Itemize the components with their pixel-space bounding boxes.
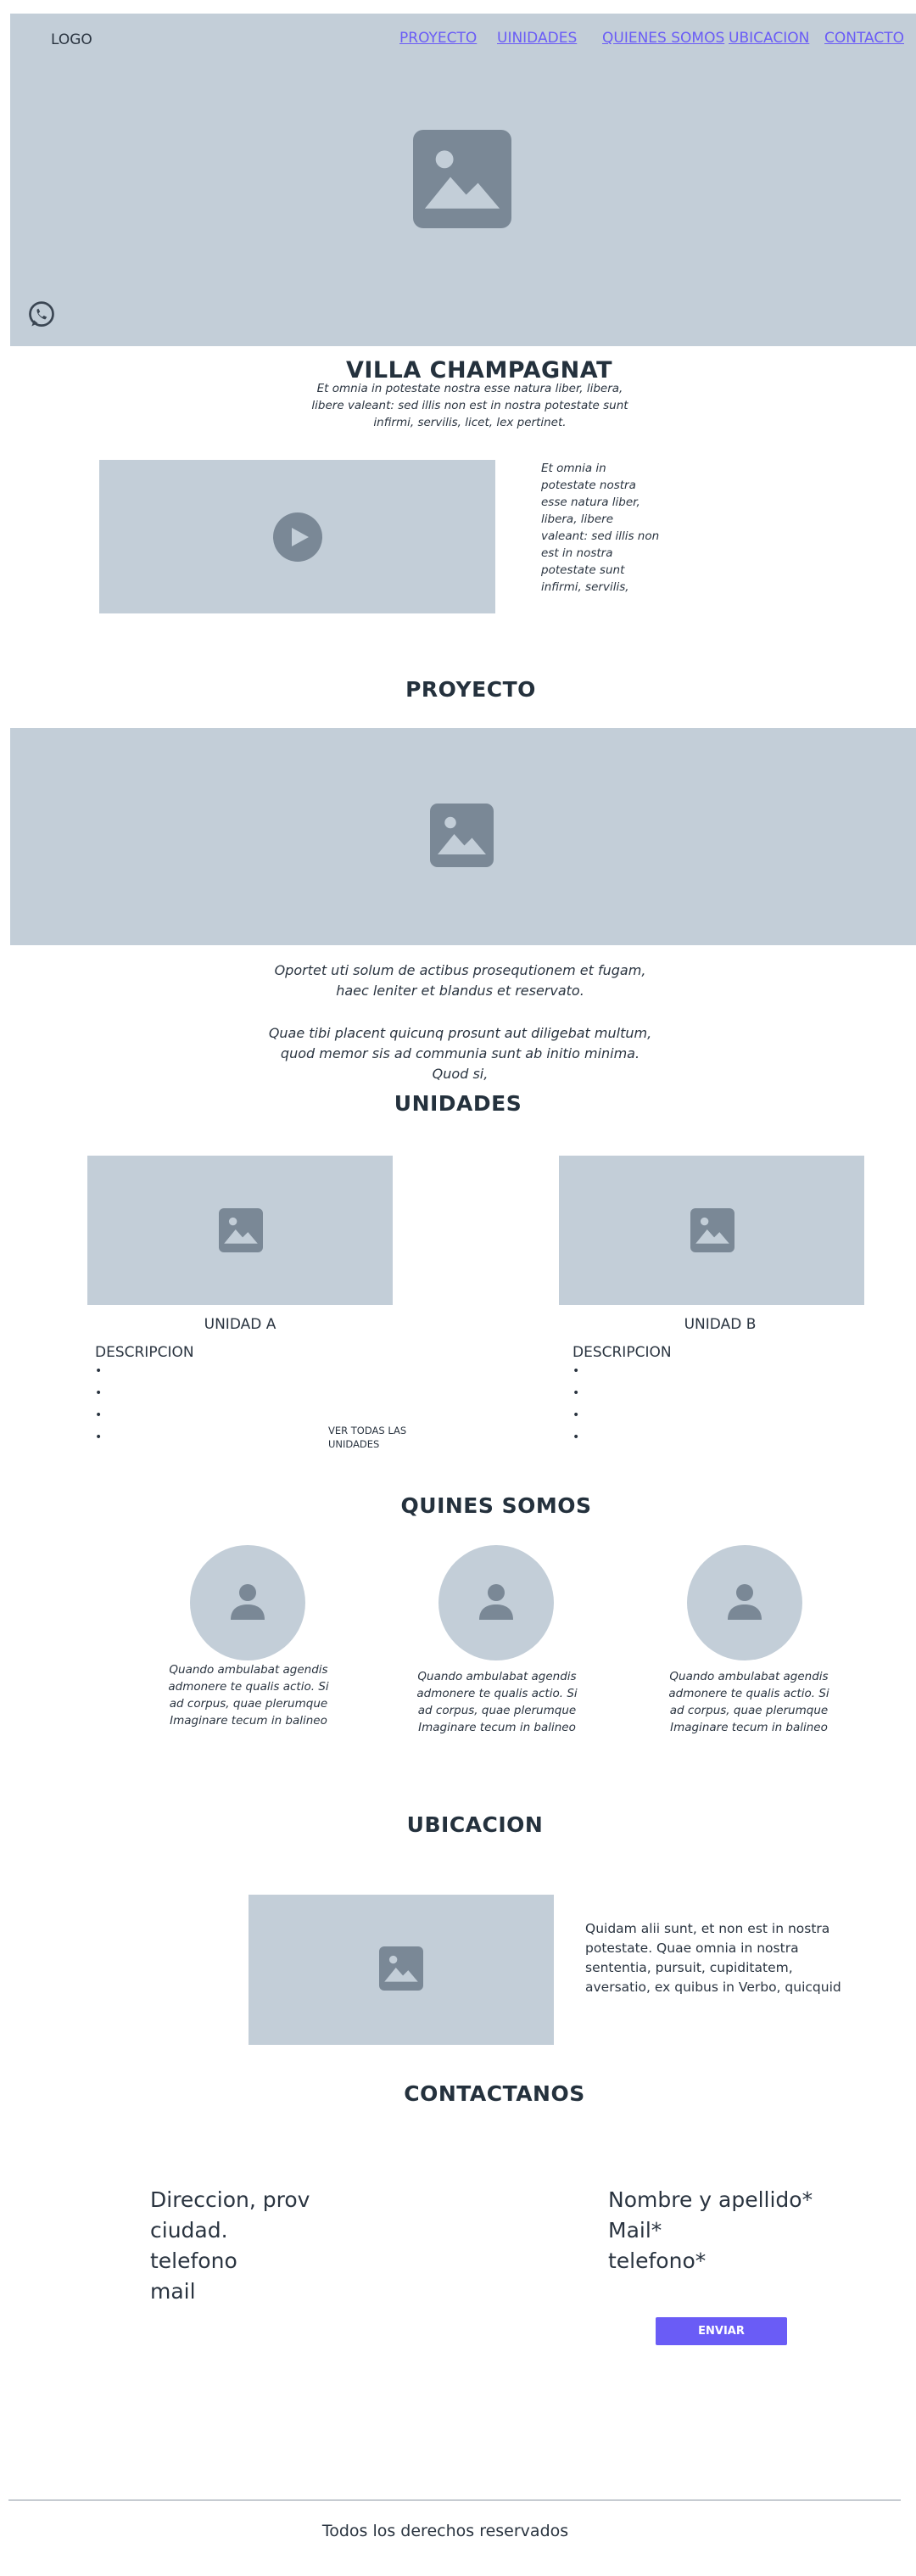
unit-a-description: DESCRIPCION — [95, 1344, 194, 1361]
play-icon[interactable] — [273, 512, 322, 562]
nav-contacto[interactable]: CONTACTO — [824, 30, 904, 47]
user-icon — [724, 1581, 765, 1621]
person-bio: Quando ambulabat agendis admonere te qua… — [668, 1670, 829, 1734]
mail-field[interactable]: Mail* — [608, 2218, 662, 2243]
contact-address: Direccion, prov — [150, 2187, 310, 2212]
person-bio: Quando ambulabat agendis admonere te qua… — [416, 1670, 578, 1734]
person-bio: Quando ambulabat agendis admonere te qua… — [168, 1663, 329, 1728]
list-item — [95, 1404, 102, 1426]
contact-city: ciudad. — [150, 2218, 228, 2243]
submit-button[interactable]: ENVIAR — [656, 2317, 787, 2345]
section-title-ubicacion: UBICACION — [406, 1812, 544, 1837]
image-placeholder-icon — [379, 1946, 423, 1991]
footer-text: Todos los derechos reservados — [321, 2522, 569, 2540]
main-nav: PROYECTO UINIDADES QUIENES SOMOS UBICACI… — [0, 0, 916, 59]
list-item — [572, 1360, 579, 1382]
proyecto-paragraph-1: Oportet uti solum de actibus proseqution… — [274, 962, 646, 999]
contact-mail: mail — [150, 2279, 196, 2304]
unit-b-description: DESCRIPCION — [572, 1344, 672, 1361]
avatar — [190, 1545, 305, 1660]
list-item — [95, 1426, 102, 1448]
unit-a-list — [95, 1360, 102, 1448]
ubicacion-text: Quidam alii sunt, et non est in nostra p… — [585, 1921, 841, 1995]
nav-quienes-somos[interactable]: QUIENES SOMOS — [602, 30, 725, 47]
list-item — [95, 1360, 102, 1382]
image-placeholder-icon — [219, 1208, 263, 1252]
list-item — [572, 1382, 579, 1404]
whatsapp-icon[interactable] — [26, 300, 57, 330]
list-item — [572, 1426, 579, 1448]
nav-proyecto[interactable]: PROYECTO — [399, 30, 478, 47]
unit-a-label: UNIDAD A — [204, 1316, 276, 1333]
avatar — [687, 1545, 802, 1660]
logo[interactable]: LOGO — [51, 31, 92, 48]
unit-b-label: UNIDAD B — [684, 1316, 757, 1333]
nav-unidades[interactable]: UINIDADES — [497, 30, 578, 47]
proyecto-paragraph-2: Quae tibi placent quicunq prosunt aut di… — [268, 1025, 652, 1082]
user-icon — [227, 1581, 268, 1621]
nav-ubicacion[interactable]: UBICACION — [729, 30, 810, 47]
section-title-contactanos: CONTACTANOS — [404, 2081, 585, 2106]
section-title-unidades: UNIDADES — [394, 1091, 522, 1116]
contact-phone: telefono — [150, 2248, 237, 2273]
image-placeholder-icon — [690, 1208, 734, 1252]
unit-b-list — [572, 1360, 579, 1448]
user-icon — [476, 1581, 517, 1621]
avatar — [438, 1545, 554, 1660]
video-side-text: Et omnia in potestate nostra esse natura… — [541, 462, 660, 594]
image-placeholder-icon — [413, 130, 511, 228]
list-item — [95, 1382, 102, 1404]
phone-field[interactable]: telefono* — [608, 2248, 707, 2273]
page-title: VILLA CHAMPAGNAT — [345, 357, 612, 384]
section-title-quienes-somos: QUINES SOMOS — [400, 1493, 592, 1518]
see-all-units-link[interactable]: VER TODAS LAS UNIDADES — [328, 1425, 407, 1450]
image-placeholder-icon — [430, 804, 494, 867]
section-title-proyecto: PROYECTO — [405, 677, 536, 702]
hero-subtitle: Et omnia in potestate nostra esse natura… — [311, 382, 628, 429]
contact-form: Nombre y apellido* Mail* telefono* — [608, 2185, 813, 2276]
list-item — [572, 1404, 579, 1426]
contact-info: Direccion, prov ciudad. telefono mail — [150, 2185, 310, 2307]
name-field[interactable]: Nombre y apellido* — [608, 2187, 813, 2212]
